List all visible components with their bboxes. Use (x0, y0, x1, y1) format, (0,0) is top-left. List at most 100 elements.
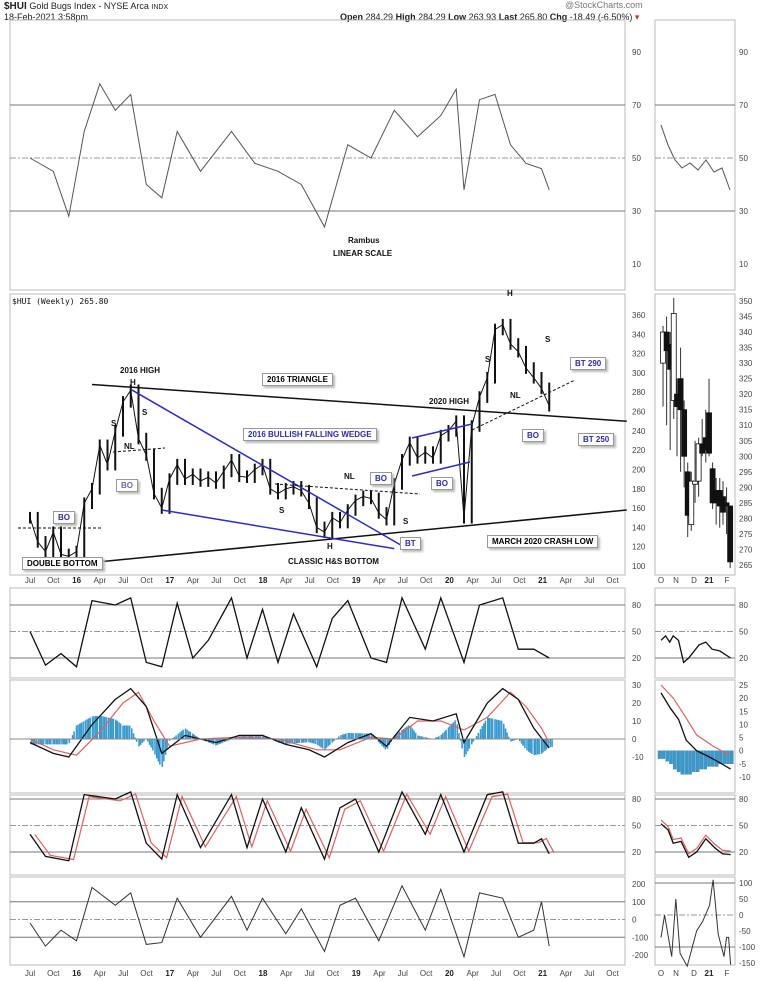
macd-histogram-bar (424, 737, 427, 739)
macd-histogram-bar (547, 739, 549, 749)
y-tick-label: 30 (632, 207, 641, 216)
macd-histogram-bar (61, 739, 63, 745)
right-shoulder-2016: S (142, 408, 148, 417)
inset-panel-frame (654, 293, 736, 576)
open-value: 284.29 (365, 12, 394, 22)
macd-histogram-bar (422, 736, 424, 739)
macd-histogram-bar (59, 739, 61, 745)
inset-macd-histogram-bar (692, 750, 696, 772)
y-tick-label: 200 (632, 880, 646, 889)
x-tick-label: F (725, 969, 730, 978)
y-tick-label: 100 (632, 562, 646, 571)
macd-histogram-bar (112, 718, 115, 739)
macd-histogram-bar (188, 730, 190, 739)
channel-bottom-line (411, 461, 471, 477)
macd-histogram-bar (295, 739, 298, 744)
x-tick-label: Jul (491, 969, 501, 978)
chg-label: Chg (549, 12, 568, 22)
y-tick-label: 350 (739, 297, 753, 306)
inset-macd-histogram-bar (676, 750, 681, 772)
macd-histogram-bar (98, 715, 101, 739)
macd-histogram-bar (75, 725, 78, 739)
x-tick-label: 21 (705, 576, 714, 585)
slow-stochastic-line (29, 790, 550, 862)
macd-histogram-bar (534, 739, 537, 755)
macd-histogram-bar (132, 733, 135, 739)
right-shoulder-2020: S (545, 335, 551, 344)
macd-histogram-bar (510, 739, 512, 742)
bo-2019b-callout: BO (431, 477, 453, 490)
y-tick-label: 50 (632, 628, 641, 637)
macd-histogram-bar (497, 719, 500, 739)
macd-histogram-bar (551, 739, 553, 748)
macd-histogram-bar (520, 739, 523, 744)
macd-histogram-bar (475, 735, 478, 739)
inset-macd-signal-line (660, 684, 731, 757)
macd-histogram-bar (122, 725, 124, 739)
macd-histogram-bar (277, 739, 280, 743)
macd-histogram-bar (361, 733, 363, 739)
inset-macd-histogram-bar (714, 750, 719, 767)
classic-hs-label: CLASSIC H&S BOTTOM (288, 557, 379, 566)
macd-histogram-bar (300, 739, 303, 743)
y-tick-label: 280 (739, 514, 753, 523)
x-tick-label: 17 (165, 969, 174, 978)
macd-histogram-bar (281, 739, 283, 744)
macd-histogram-bar (499, 720, 501, 739)
macd-histogram-bar (465, 739, 467, 755)
x-tick-label: N (673, 576, 679, 585)
candle-body (677, 378, 684, 411)
macd-histogram-bar (297, 739, 299, 744)
macd-histogram-bar (529, 739, 532, 753)
macd-histogram-bar (544, 739, 546, 751)
macd-histogram-bar (447, 727, 450, 739)
macd-histogram-bar (63, 739, 65, 745)
main-panel-frame (9, 587, 626, 679)
macd-histogram-bar (177, 733, 180, 739)
macd-histogram-bar (298, 739, 301, 743)
macd-histogram-bar (42, 739, 45, 745)
macd-histogram-bar (91, 716, 94, 739)
inset-rsi-line (660, 124, 731, 191)
y-tick-label: 315 (739, 406, 753, 415)
macd-histogram-bar (491, 718, 494, 739)
inset-macd-histogram-bar (657, 750, 662, 759)
macd-histogram-bar (154, 739, 156, 755)
macd-histogram-bar (533, 739, 536, 756)
y-tick-label: 345 (739, 313, 753, 322)
macd-histogram-bar (138, 739, 140, 747)
macd-histogram-bar (425, 737, 428, 739)
inset-macd-histogram-bar (688, 750, 692, 775)
macd-histogram-bar (484, 720, 487, 739)
macd-histogram-bar (340, 735, 342, 739)
candle-body (670, 313, 677, 401)
rambus-label: Rambus (348, 236, 380, 245)
macd-histogram-bar (302, 739, 305, 743)
x-tick-label: 20 (445, 969, 454, 978)
inset-cci-line (660, 879, 732, 968)
macd-histogram-bar (531, 739, 533, 754)
y-tick-label: 360 (632, 311, 646, 320)
y-tick-label: 20 (739, 694, 748, 703)
y-tick-label: 30 (632, 681, 641, 690)
macd-histogram-bar (538, 739, 540, 755)
macd-histogram-bar (365, 733, 367, 739)
y-tick-label: 100 (632, 898, 646, 907)
macd-histogram-bar (332, 739, 335, 742)
macd-histogram-bar (393, 735, 396, 739)
double-bottom-callout: DOUBLE BOTTOM (22, 557, 103, 570)
macd-histogram-bar (184, 728, 187, 739)
x-tick-label: Jul (25, 576, 35, 585)
x-tick-label: 16 (72, 969, 81, 978)
y-tick-label: -100 (739, 943, 756, 952)
inset-panel-frame (654, 19, 736, 291)
macd-histogram-bar (325, 739, 328, 748)
left-shoulder-2020: S (485, 355, 491, 364)
neckline-2020-line (471, 379, 576, 431)
macd-histogram-bar (265, 736, 267, 739)
y-tick-label: 30 (739, 207, 748, 216)
candle-body (706, 412, 712, 454)
macd-histogram-bar (30, 739, 33, 745)
macd-histogram-bar (342, 734, 344, 739)
y-tick-label: 20 (632, 654, 641, 663)
